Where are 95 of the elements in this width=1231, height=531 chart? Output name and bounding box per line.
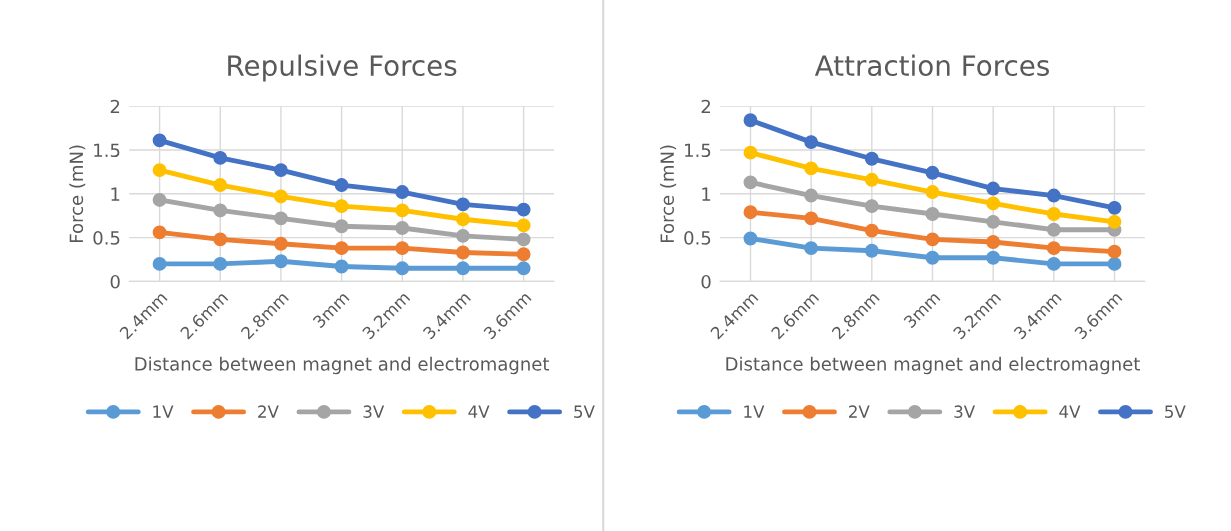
point [864, 199, 879, 214]
y-axis-title: Force (mN) [69, 145, 86, 242]
point [743, 205, 758, 220]
point [986, 250, 1001, 265]
point [743, 113, 758, 128]
y-tick-label: 1 [111, 187, 120, 201]
y-tick-label: 0 [110, 274, 120, 289]
point [273, 189, 288, 204]
point [1107, 200, 1122, 215]
point [804, 241, 819, 256]
point [1107, 256, 1122, 271]
point [395, 221, 410, 235]
y-axis-title: Force (mN) [660, 145, 677, 242]
legend-label: 3V [954, 405, 976, 418]
point [925, 185, 940, 200]
point [1046, 222, 1061, 237]
point [455, 228, 470, 243]
point [273, 163, 288, 178]
point [516, 202, 531, 217]
point [152, 163, 167, 178]
point [213, 256, 228, 271]
point [804, 161, 819, 176]
point [1107, 214, 1122, 229]
point [1046, 207, 1061, 221]
point [334, 241, 349, 256]
legend-label: 1V [744, 405, 765, 418]
legend-label: 3V [363, 405, 385, 418]
point [804, 135, 819, 150]
y-tick-label: 0 [701, 274, 711, 289]
legend-label: 1V [153, 405, 174, 418]
point [804, 188, 819, 203]
point [273, 254, 288, 269]
point [334, 178, 349, 192]
y-tick-label: 0.5 [684, 231, 711, 245]
legend-label: 5V [574, 405, 595, 418]
point [455, 261, 470, 276]
point [925, 207, 940, 221]
y-tick-label: 1.5 [685, 143, 711, 158]
y-tick-label: 0.5 [93, 231, 120, 245]
point [152, 193, 167, 207]
point [925, 165, 940, 180]
point [743, 231, 758, 246]
point [152, 256, 167, 271]
point [986, 235, 1001, 249]
point [455, 212, 470, 227]
y-tick-label: 1.5 [94, 143, 120, 158]
point [1046, 256, 1061, 271]
point [334, 219, 349, 234]
legend-label: 2V [258, 405, 279, 418]
point [864, 172, 879, 187]
point [864, 223, 879, 238]
legend-label: 5V [1165, 405, 1186, 418]
point [273, 211, 288, 226]
point [213, 150, 228, 165]
point [743, 145, 758, 160]
point [152, 225, 167, 240]
point [516, 247, 531, 262]
point [273, 236, 288, 251]
point [925, 250, 940, 265]
legend-label: 2V [849, 405, 870, 418]
point [516, 261, 531, 276]
chart-title: Repulsive Forces [228, 54, 457, 82]
point [864, 151, 879, 166]
y-tick-label: 2 [701, 99, 710, 114]
point [925, 232, 940, 247]
legend-label: 4V [1059, 405, 1081, 418]
point [1107, 244, 1122, 259]
point [213, 203, 228, 218]
point [395, 241, 410, 256]
point [516, 218, 531, 233]
point [455, 245, 470, 260]
point [213, 178, 228, 192]
point [1046, 241, 1061, 256]
point [395, 203, 410, 218]
point [864, 243, 879, 258]
y-tick-label: 1 [702, 187, 711, 201]
point [213, 232, 228, 247]
point [395, 261, 410, 276]
point [395, 185, 410, 200]
point [516, 232, 531, 247]
point [986, 214, 1001, 229]
point [743, 175, 758, 190]
x-axis-title: Distance between magnet and electromagnet [135, 356, 550, 375]
legend-label: 4V [468, 405, 490, 418]
point [334, 199, 349, 214]
point [986, 181, 1001, 196]
x-axis-title: Distance between magnet and electromagnet [726, 356, 1140, 375]
point [455, 197, 470, 212]
chart-title: Attraction Forces [814, 54, 1049, 77]
point [334, 259, 349, 274]
point [986, 196, 1001, 211]
y-tick-label: 2 [110, 99, 120, 114]
point [804, 211, 819, 226]
point [152, 133, 167, 148]
point [1046, 188, 1061, 203]
